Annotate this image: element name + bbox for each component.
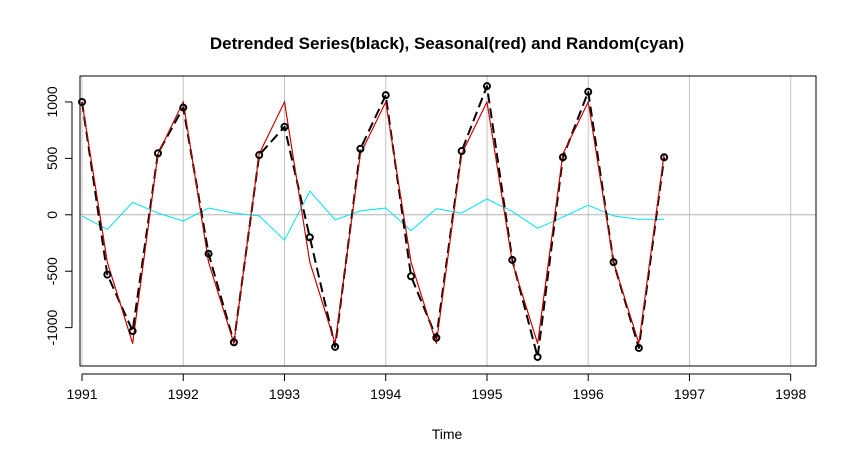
data-point (558, 153, 567, 162)
data-point (229, 338, 238, 347)
x-tick-label: 1993 (269, 386, 300, 402)
x-tick-label: 1996 (573, 386, 604, 402)
x-axis: 1991 1992 1993 1994 1995 1996 1997 1998 (66, 373, 806, 402)
y-tick-label: 500 (44, 146, 60, 170)
x-tick-label: 1991 (66, 386, 97, 402)
x-tick-label: 1994 (370, 386, 401, 402)
y-tick-label: -500 (44, 257, 60, 285)
data-point (533, 352, 542, 361)
data-point (609, 258, 618, 267)
series-line-2 (81, 101, 665, 344)
data-point (660, 153, 669, 162)
y-tick-label: -1000 (44, 310, 60, 346)
series-lines (81, 85, 666, 358)
seasonal-line-overlay (81, 100, 665, 344)
data-point (204, 249, 213, 258)
data-point (331, 342, 340, 351)
data-point (103, 270, 112, 279)
data-point (305, 233, 314, 242)
y-axis: -1000 -500 0 500 1000 (44, 86, 73, 346)
data-point (457, 147, 466, 156)
x-tick-label: 1998 (775, 386, 806, 402)
data-point (179, 103, 188, 112)
data-point (381, 91, 390, 100)
data-point (634, 343, 643, 352)
data-point (356, 144, 365, 153)
y-tick-label: 1000 (44, 86, 60, 117)
chart-title: Detrended Series(black), Seasonal(red) a… (210, 34, 684, 53)
data-point (407, 272, 416, 281)
grid-lines (81, 76, 792, 366)
data-point (482, 82, 491, 91)
x-axis-label: Time (432, 426, 463, 442)
data-point (280, 122, 289, 131)
x-tick-label: 1992 (168, 386, 199, 402)
series-points (78, 82, 669, 361)
data-point (255, 150, 264, 159)
data-point (78, 97, 87, 106)
y-tick-label: 0 (44, 211, 60, 219)
plot-frame (79, 75, 817, 367)
series-line-3 (81, 190, 665, 241)
data-point (432, 333, 441, 342)
data-point (128, 327, 137, 336)
data-point (584, 87, 593, 96)
data-point (153, 149, 162, 158)
data-point (508, 255, 517, 264)
x-tick-label: 1995 (471, 386, 502, 402)
x-tick-label: 1997 (674, 386, 705, 402)
